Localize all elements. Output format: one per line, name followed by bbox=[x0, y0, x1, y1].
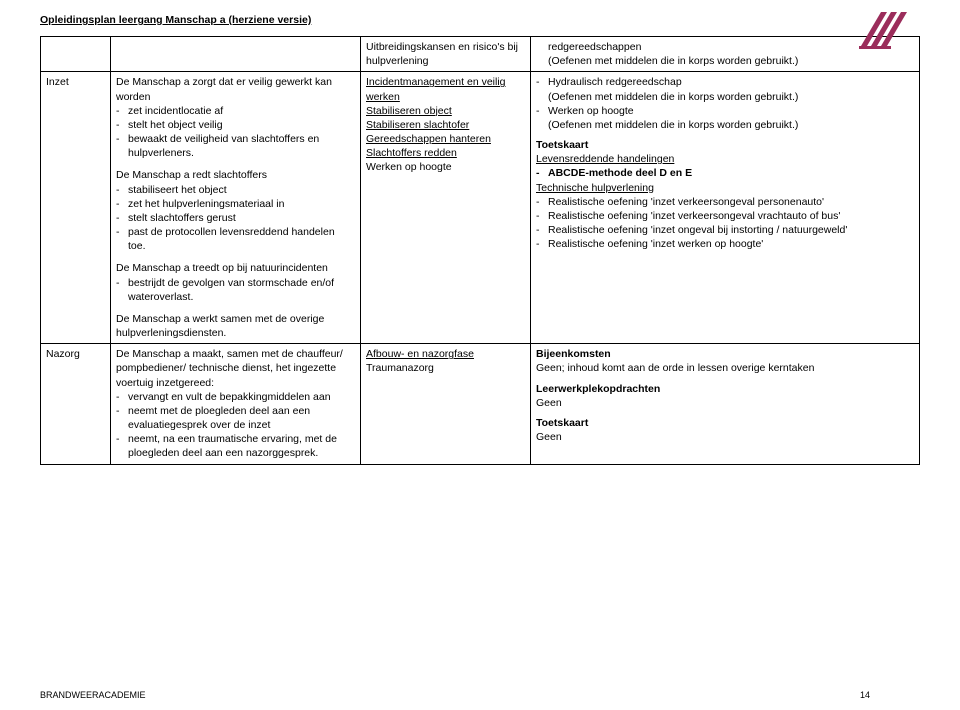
text: De Manschap a maakt, samen met de chauff… bbox=[116, 348, 343, 388]
underlined-item: Stabiliseren slachtofer bbox=[366, 118, 525, 132]
cell-right: Bijeenkomsten Geen; inhoud komt aan de o… bbox=[531, 344, 920, 464]
cell-mid: Afbouw- en nazorgfase Traumanazorg bbox=[361, 344, 531, 464]
underlined-item: Afbouw- en nazorgfase bbox=[366, 347, 525, 361]
underlined-item: Slachtoffers redden bbox=[366, 146, 525, 160]
text: Geen bbox=[536, 396, 914, 410]
text: De Manschap a werkt samen met de overige… bbox=[116, 312, 355, 340]
heading: Toetskaart bbox=[536, 416, 914, 430]
list-item: vervangt en vult de bepakkingmiddelen aa… bbox=[116, 390, 355, 404]
list-item: Realistische oefening 'inzet verkeersong… bbox=[536, 209, 914, 223]
list-item: bestrijdt de gevolgen van stormschade en… bbox=[116, 276, 355, 304]
list-item: Realistische oefening 'inzet verkeersong… bbox=[536, 195, 914, 209]
list-item: bewaakt de veiligheid van slachtoffers e… bbox=[116, 132, 355, 160]
text: De Manschap a redt slachtoffers bbox=[116, 169, 267, 181]
text: De Manschap a treedt op bij natuurincide… bbox=[116, 262, 328, 274]
table-row: Nazorg De Manschap a maakt, samen met de… bbox=[41, 344, 920, 464]
text: Geen bbox=[536, 430, 914, 444]
list-item: neemt, na een traumatische ervaring, met… bbox=[116, 432, 355, 460]
page-header: Opleidingsplan leergang Manschap a (herz… bbox=[40, 14, 920, 26]
list-item: Realistische oefening 'inzet werken op h… bbox=[536, 237, 914, 251]
heading: Toetskaart bbox=[536, 138, 914, 152]
cell-mid-heading: Uitbreidingskansen en risico's bij hulpv… bbox=[361, 37, 531, 72]
table-row: Inzet De Manschap a zorgt dat er veilig … bbox=[41, 72, 920, 344]
table-row: Uitbreidingskansen en risico's bij hulpv… bbox=[41, 37, 920, 72]
cell-mid: Incidentmanagement en veilig werken Stab… bbox=[361, 72, 531, 344]
logo bbox=[855, 8, 910, 50]
cell-empty bbox=[41, 37, 111, 72]
heading: Bijeenkomsten bbox=[536, 347, 914, 361]
cell-right: Hydraulisch redgereedschap (Oefenen met … bbox=[531, 72, 920, 344]
underlined-item: Levensreddende handelingen bbox=[536, 152, 914, 166]
text: redgereedschappen bbox=[548, 41, 641, 53]
row-label: Inzet bbox=[41, 72, 111, 344]
list-item: past de protocollen levensreddend handel… bbox=[116, 225, 355, 253]
list-item: Hydraulisch redgereedschap (Oefenen met … bbox=[536, 75, 914, 103]
list-item: stabiliseert het object bbox=[116, 183, 355, 197]
row-label: Nazorg bbox=[41, 344, 111, 464]
text: De Manschap a zorgt dat er veilig gewerk… bbox=[116, 76, 332, 102]
list-item: zet incidentlocatie af bbox=[116, 104, 355, 118]
underlined-item: Gereedschappen hanteren bbox=[366, 132, 525, 146]
list-item: Werken op hoogte (Oefenen met middelen d… bbox=[536, 104, 914, 132]
underlined-item: Incidentmanagement en veilig werken bbox=[366, 75, 525, 103]
list-item: Realistische oefening 'inzet ongeval bij… bbox=[536, 223, 914, 237]
text: Geen; inhoud komt aan de orde in lessen … bbox=[536, 361, 914, 375]
text: Traumanazorg bbox=[366, 361, 525, 375]
cell-description: De Manschap a zorgt dat er veilig gewerk… bbox=[111, 72, 361, 344]
text: Werken op hoogte bbox=[366, 160, 525, 174]
content-table: Uitbreidingskansen en risico's bij hulpv… bbox=[40, 36, 920, 465]
heading: Leerwerkplekopdrachten bbox=[536, 382, 914, 396]
list-item: stelt slachtoffers gerust bbox=[116, 211, 355, 225]
cell-description: De Manschap a maakt, samen met de chauff… bbox=[111, 344, 361, 464]
list-item: stelt het object veilig bbox=[116, 118, 355, 132]
underlined-item: Stabiliseren object bbox=[366, 104, 525, 118]
list-item: zet het hulpverleningsmateriaal in bbox=[116, 197, 355, 211]
footer-page-number: 14 bbox=[860, 690, 870, 700]
list-item: neemt met de ploegleden deel aan een eva… bbox=[116, 404, 355, 432]
underlined-item: Technische hulpverlening bbox=[536, 181, 914, 195]
text: (Oefenen met middelen die in korps worde… bbox=[548, 55, 798, 67]
footer-left: BRANDWEERACADEMIE bbox=[40, 690, 146, 700]
list-item: ABCDE-methode deel D en E bbox=[536, 166, 914, 180]
cell-empty bbox=[111, 37, 361, 72]
